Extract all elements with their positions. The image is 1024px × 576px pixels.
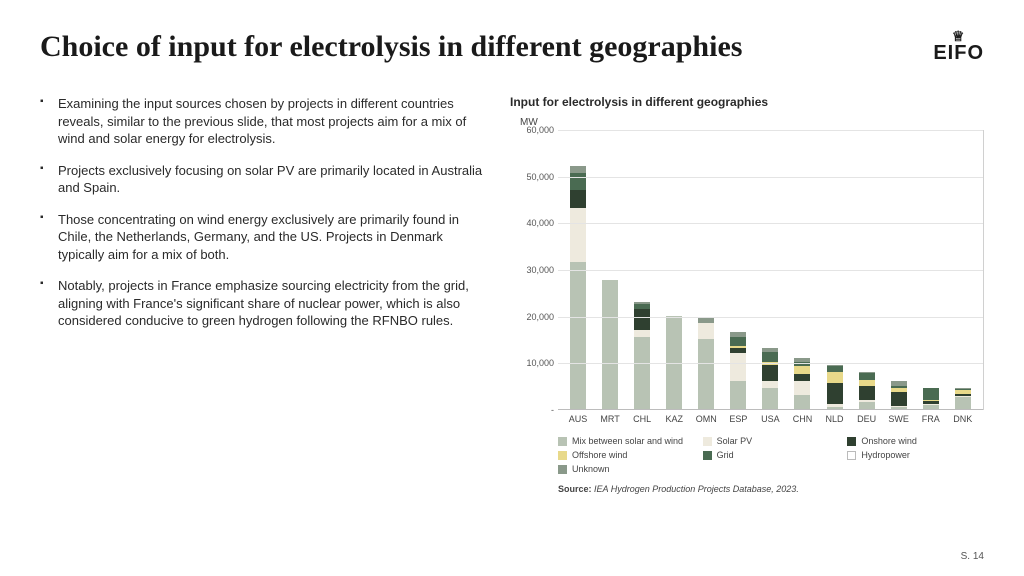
bar-segment-grid xyxy=(859,373,875,380)
legend-swatch xyxy=(703,437,712,446)
legend-item: Solar PV xyxy=(703,436,840,446)
legend-swatch xyxy=(847,451,856,460)
bar-segment-mix xyxy=(794,395,810,409)
bar-segment-grid xyxy=(730,337,746,346)
legend-label: Hydropower xyxy=(861,450,910,460)
bar-segment-mix xyxy=(891,407,907,409)
bullet-list: Examining the input sources chosen by pr… xyxy=(40,95,490,494)
legend-swatch xyxy=(558,437,567,446)
bar-segment-solar_pv xyxy=(698,323,714,339)
bar-segment-grid xyxy=(923,388,939,400)
chart-container: Input for electrolysis in different geog… xyxy=(510,95,984,494)
bar-segment-mix xyxy=(570,262,586,409)
y-tick-label: 10,000 xyxy=(510,358,554,368)
bar-segment-unknown xyxy=(570,166,586,173)
crown-icon: ♕ xyxy=(952,28,966,45)
page-title: Choice of input for electrolysis in diff… xyxy=(40,30,742,65)
legend-item: Offshore wind xyxy=(558,450,695,460)
y-tick-label: - xyxy=(510,405,554,415)
legend-label: Onshore wind xyxy=(861,436,917,446)
y-axis-unit: MW xyxy=(520,117,984,128)
bar-segment-grid xyxy=(762,352,778,362)
chart-source: Source: IEA Hydrogen Production Projects… xyxy=(558,484,984,494)
y-tick-label: 40,000 xyxy=(510,218,554,228)
legend-label: Offshore wind xyxy=(572,450,627,460)
legend-item: Grid xyxy=(703,450,840,460)
bar-segment-mix xyxy=(955,397,971,409)
bar-segment-mix xyxy=(602,280,618,409)
x-tick-label: ESP xyxy=(722,414,754,424)
bar-segment-solar_pv xyxy=(730,353,746,381)
legend-label: Solar PV xyxy=(717,436,753,446)
legend-swatch xyxy=(558,451,567,460)
x-tick-label: USA xyxy=(754,414,786,424)
x-tick-label: CHN xyxy=(786,414,818,424)
bar-segment-solar_pv xyxy=(794,381,810,395)
x-tick-label: SWE xyxy=(883,414,915,424)
logo-text: EIFO xyxy=(933,42,984,64)
bar-segment-mix xyxy=(730,381,746,409)
legend-swatch xyxy=(558,465,567,474)
bar-segment-solar_pv xyxy=(570,208,586,262)
legend-label: Unknown xyxy=(572,464,610,474)
bar-segment-solar_pv xyxy=(762,381,778,388)
bar-segment-offshore xyxy=(794,366,810,374)
legend-item: Unknown xyxy=(558,464,695,474)
x-tick-label: OMN xyxy=(690,414,722,424)
bar-segment-onshore xyxy=(570,190,586,209)
legend-item: Hydropower xyxy=(847,450,984,460)
legend-item: Mix between solar and wind xyxy=(558,436,695,446)
x-tick-label: NLD xyxy=(819,414,851,424)
brand-logo: ♕ EIFO xyxy=(933,30,984,65)
bar-segment-mix xyxy=(859,402,875,409)
bar-segment-mix xyxy=(698,339,714,409)
bar-segment-onshore xyxy=(794,374,810,381)
legend-item: Onshore wind xyxy=(847,436,984,446)
bullet-item: Those concentrating on wind energy exclu… xyxy=(40,211,490,264)
bar-segment-mix xyxy=(827,407,843,409)
bar-segment-offshore xyxy=(827,372,843,384)
y-tick-label: 60,000 xyxy=(510,125,554,135)
bar-segment-onshore xyxy=(891,392,907,406)
legend-label: Mix between solar and wind xyxy=(572,436,683,446)
y-tick-label: 50,000 xyxy=(510,172,554,182)
bar-segment-solar_pv xyxy=(634,330,650,337)
bar-segment-onshore xyxy=(762,365,778,381)
legend: Mix between solar and wind Solar PV Onshor… xyxy=(558,436,984,474)
x-tick-label: DEU xyxy=(851,414,883,424)
bullet-item: Projects exclusively focusing on solar P… xyxy=(40,162,490,197)
x-tick-label: FRA xyxy=(915,414,947,424)
x-tick-label: KAZ xyxy=(658,414,690,424)
y-tick-label: 20,000 xyxy=(510,312,554,322)
legend-label: Grid xyxy=(717,450,734,460)
bar-segment-onshore xyxy=(827,383,843,404)
x-tick-label: MRT xyxy=(594,414,626,424)
bullet-item: Examining the input sources chosen by pr… xyxy=(40,95,490,148)
bar-segment-mix xyxy=(762,388,778,409)
bar-segment-mix xyxy=(923,405,939,409)
legend-swatch xyxy=(703,451,712,460)
y-tick-label: 30,000 xyxy=(510,265,554,275)
chart-title: Input for electrolysis in different geog… xyxy=(510,95,984,109)
bar-segment-mix xyxy=(634,337,650,409)
chart-plot: AUSMRTCHLKAZOMNESPUSACHNNLDDEUSWEFRADNK … xyxy=(510,130,984,410)
legend-swatch xyxy=(847,437,856,446)
x-tick-label: DNK xyxy=(947,414,979,424)
bar-segment-onshore xyxy=(634,309,650,330)
bullet-item: Notably, projects in France emphasize so… xyxy=(40,277,490,330)
bar-segment-mix xyxy=(666,316,682,409)
x-tick-label: CHL xyxy=(626,414,658,424)
x-tick-label: AUS xyxy=(562,414,594,424)
bar-segment-onshore xyxy=(859,386,875,400)
page-number: S. 14 xyxy=(961,551,984,562)
